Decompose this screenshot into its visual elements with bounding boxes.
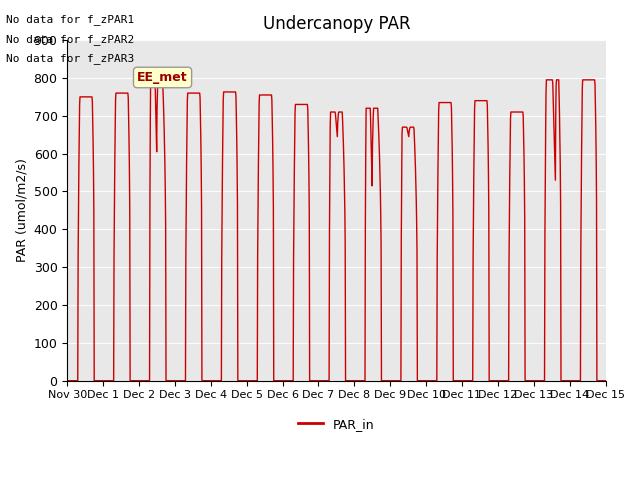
- Legend: PAR_in: PAR_in: [293, 413, 380, 436]
- Text: No data for f_zPAR2: No data for f_zPAR2: [6, 34, 134, 45]
- Text: EE_met: EE_met: [137, 71, 188, 84]
- Title: Undercanopy PAR: Undercanopy PAR: [262, 15, 410, 33]
- Y-axis label: PAR (umol/m2/s): PAR (umol/m2/s): [15, 158, 28, 263]
- Text: No data for f_zPAR1: No data for f_zPAR1: [6, 14, 134, 25]
- Text: No data for f_zPAR3: No data for f_zPAR3: [6, 53, 134, 64]
